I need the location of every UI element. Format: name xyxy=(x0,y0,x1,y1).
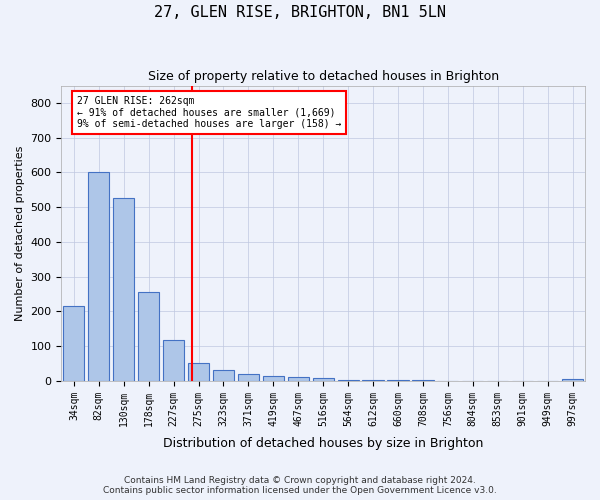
Y-axis label: Number of detached properties: Number of detached properties xyxy=(15,146,25,321)
Bar xyxy=(313,378,334,381)
Bar xyxy=(88,172,109,381)
X-axis label: Distribution of detached houses by size in Brighton: Distribution of detached houses by size … xyxy=(163,437,484,450)
Title: Size of property relative to detached houses in Brighton: Size of property relative to detached ho… xyxy=(148,70,499,83)
Bar xyxy=(188,363,209,381)
Bar xyxy=(113,198,134,381)
Bar xyxy=(213,370,234,381)
Bar xyxy=(238,374,259,381)
Bar xyxy=(388,380,409,381)
Text: 27, GLEN RISE, BRIGHTON, BN1 5LN: 27, GLEN RISE, BRIGHTON, BN1 5LN xyxy=(154,5,446,20)
Bar xyxy=(63,306,85,381)
Bar xyxy=(412,380,434,381)
Bar xyxy=(338,380,359,381)
Text: Contains HM Land Registry data © Crown copyright and database right 2024.
Contai: Contains HM Land Registry data © Crown c… xyxy=(103,476,497,495)
Bar xyxy=(138,292,159,381)
Bar xyxy=(263,376,284,381)
Bar xyxy=(163,340,184,381)
Bar xyxy=(562,379,583,381)
Text: 27 GLEN RISE: 262sqm
← 91% of detached houses are smaller (1,669)
9% of semi-det: 27 GLEN RISE: 262sqm ← 91% of detached h… xyxy=(77,96,341,129)
Bar xyxy=(362,380,383,381)
Bar xyxy=(287,378,309,381)
